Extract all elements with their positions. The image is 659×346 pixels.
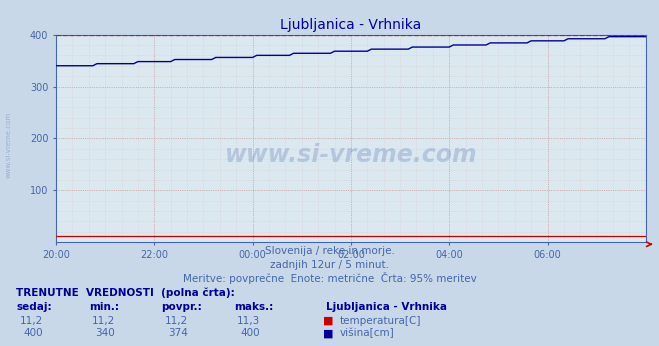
- Text: sedaj:: sedaj:: [16, 302, 52, 312]
- Text: www.si-vreme.com: www.si-vreme.com: [5, 112, 11, 179]
- Text: maks.:: maks.:: [234, 302, 273, 312]
- Text: 11,2: 11,2: [92, 316, 115, 326]
- Text: 11,2: 11,2: [20, 316, 43, 326]
- Text: www.si-vreme.com: www.si-vreme.com: [225, 143, 477, 167]
- Text: ■: ■: [323, 328, 333, 338]
- Text: 11,2: 11,2: [165, 316, 188, 326]
- Text: 400: 400: [23, 328, 43, 338]
- Text: višina[cm]: višina[cm]: [339, 328, 394, 338]
- Text: 374: 374: [168, 328, 188, 338]
- Text: 11,3: 11,3: [237, 316, 260, 326]
- Text: ■: ■: [323, 316, 333, 326]
- Title: Ljubljanica - Vrhnika: Ljubljanica - Vrhnika: [280, 18, 422, 32]
- Text: Slovenija / reke in morje.: Slovenija / reke in morje.: [264, 246, 395, 256]
- Text: Meritve: povprečne  Enote: metrične  Črta: 95% meritev: Meritve: povprečne Enote: metrične Črta:…: [183, 272, 476, 284]
- Text: 340: 340: [96, 328, 115, 338]
- Text: TRENUTNE  VREDNOSTI  (polna črta):: TRENUTNE VREDNOSTI (polna črta):: [16, 287, 235, 298]
- Text: povpr.:: povpr.:: [161, 302, 202, 312]
- Text: zadnjih 12ur / 5 minut.: zadnjih 12ur / 5 minut.: [270, 260, 389, 270]
- Text: min.:: min.:: [89, 302, 119, 312]
- Text: temperatura[C]: temperatura[C]: [339, 316, 421, 326]
- Text: Ljubljanica - Vrhnika: Ljubljanica - Vrhnika: [326, 302, 447, 312]
- Text: 400: 400: [241, 328, 260, 338]
